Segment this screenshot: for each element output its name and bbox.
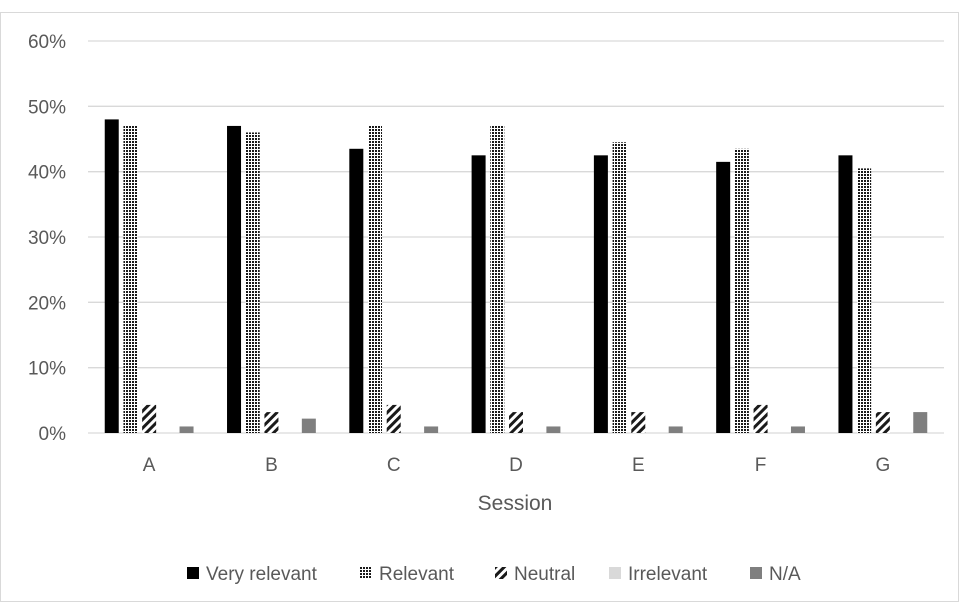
y-tick-label: 60%	[28, 32, 66, 53]
bar	[509, 412, 523, 433]
bar	[790, 426, 805, 433]
y-tick-label: 40%	[28, 163, 66, 184]
bar	[490, 125, 505, 433]
legend-item: N/A	[750, 564, 801, 585]
legend: Very relevant Relevant Neutral Irrelevant N/…	[187, 564, 801, 585]
legend-label: Very relevant	[206, 564, 318, 585]
x-tick-label: E	[632, 455, 645, 476]
x-tick-label: A	[143, 455, 156, 476]
x-tick-label: F	[755, 455, 767, 476]
y-tick-label: 50%	[28, 97, 66, 118]
bar	[179, 426, 194, 433]
legend-item: Relevant	[360, 564, 455, 585]
bar	[264, 412, 279, 433]
bar	[471, 155, 486, 434]
bar	[301, 418, 316, 433]
legend-swatch	[360, 567, 372, 579]
legend-swatch	[495, 567, 507, 579]
legend-item: Neutral	[495, 564, 575, 585]
bar	[668, 426, 683, 433]
y-tick-label: 10%	[28, 359, 66, 380]
bar	[753, 404, 768, 433]
x-tick-label: C	[387, 455, 401, 476]
legend-label: Relevant	[379, 564, 455, 585]
y-tick-label: 20%	[28, 293, 66, 314]
legend-label: Neutral	[514, 564, 575, 585]
bar	[123, 125, 138, 433]
legend-swatch	[750, 567, 762, 579]
bar	[913, 412, 928, 433]
legend-item: Very relevant	[187, 564, 318, 585]
legend-label: Irrelevant	[628, 564, 708, 585]
legend-swatch	[609, 567, 621, 579]
bar	[424, 426, 439, 433]
y-tick-label: 0%	[39, 424, 67, 445]
bar	[716, 161, 731, 433]
x-tick-label: D	[509, 455, 523, 476]
bar	[368, 125, 383, 433]
legend-item: Irrelevant	[609, 564, 708, 585]
bar	[142, 404, 157, 433]
legend-swatch	[187, 567, 199, 579]
x-axis-ticks: A B C D E F G	[143, 455, 890, 476]
y-axis-ticks: 0% 10% 20% 30% 40% 50% 60%	[28, 32, 66, 445]
bar	[631, 412, 646, 433]
bar	[104, 119, 119, 434]
bar	[857, 168, 872, 433]
x-tick-label: G	[875, 455, 890, 476]
bar	[245, 132, 260, 433]
x-axis-title: Session	[478, 492, 553, 515]
y-tick-label: 30%	[28, 228, 66, 249]
bar	[612, 142, 627, 433]
legend-label: N/A	[769, 564, 801, 585]
bar	[546, 426, 561, 433]
bar	[349, 148, 364, 434]
bar	[593, 155, 608, 434]
bar	[734, 148, 749, 434]
bar	[838, 155, 853, 434]
bar	[875, 412, 890, 433]
bar	[386, 404, 401, 433]
bars	[104, 119, 928, 434]
bar	[227, 125, 242, 433]
x-tick-label: B	[265, 455, 278, 476]
